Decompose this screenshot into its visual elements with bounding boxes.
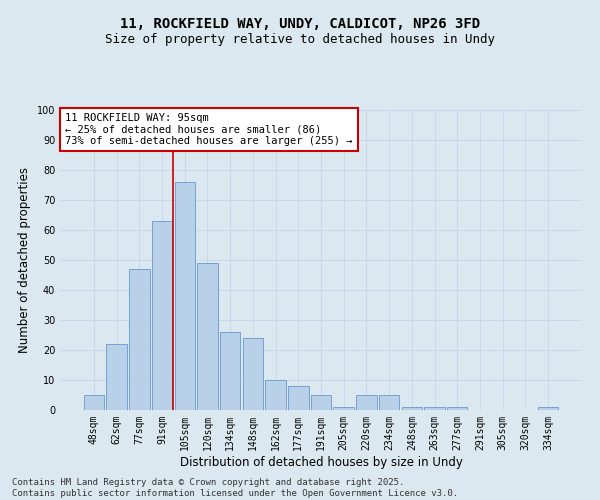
Y-axis label: Number of detached properties: Number of detached properties: [18, 167, 31, 353]
X-axis label: Distribution of detached houses by size in Undy: Distribution of detached houses by size …: [179, 456, 463, 468]
Bar: [129, 269, 149, 410]
Bar: [152, 221, 172, 410]
Bar: [242, 338, 263, 410]
Bar: [356, 395, 377, 410]
Bar: [84, 395, 104, 410]
Bar: [265, 380, 286, 410]
Bar: [379, 395, 400, 410]
Bar: [197, 263, 218, 410]
Text: Size of property relative to detached houses in Undy: Size of property relative to detached ho…: [105, 32, 495, 46]
Text: 11, ROCKFIELD WAY, UNDY, CALDICOT, NP26 3FD: 11, ROCKFIELD WAY, UNDY, CALDICOT, NP26 …: [120, 18, 480, 32]
Bar: [447, 407, 467, 410]
Bar: [538, 407, 558, 410]
Bar: [424, 407, 445, 410]
Bar: [288, 386, 308, 410]
Bar: [401, 407, 422, 410]
Bar: [334, 407, 354, 410]
Bar: [175, 182, 195, 410]
Bar: [311, 395, 331, 410]
Text: 11 ROCKFIELD WAY: 95sqm
← 25% of detached houses are smaller (86)
73% of semi-de: 11 ROCKFIELD WAY: 95sqm ← 25% of detache…: [65, 113, 353, 146]
Bar: [220, 332, 241, 410]
Bar: [106, 344, 127, 410]
Text: Contains HM Land Registry data © Crown copyright and database right 2025.
Contai: Contains HM Land Registry data © Crown c…: [12, 478, 458, 498]
